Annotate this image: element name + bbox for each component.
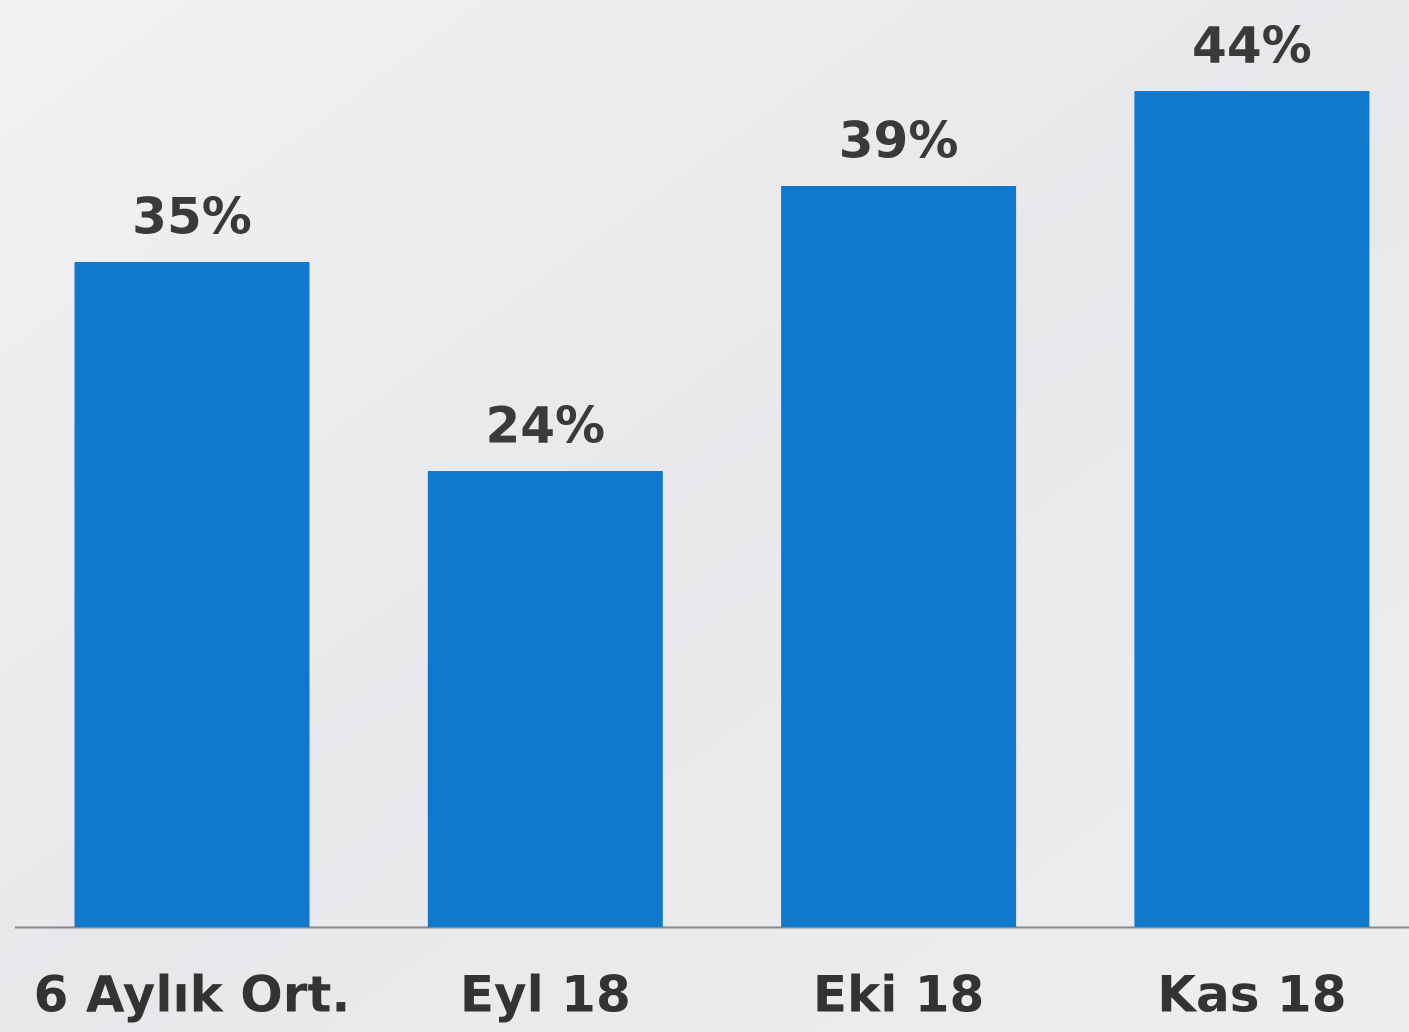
value-label: 44% [1192, 17, 1312, 75]
bar [1134, 91, 1370, 927]
x-tick-label: Eyl 18 [460, 966, 631, 1024]
x-tick-label: Kas 18 [1157, 966, 1346, 1024]
bar [74, 262, 310, 927]
bar [781, 186, 1017, 927]
x-tick-label: 6 Aylık Ort. [34, 966, 351, 1024]
value-label: 39% [839, 112, 959, 170]
x-tick-label: Eki 18 [813, 966, 985, 1024]
value-label: 24% [485, 397, 605, 455]
bar [427, 471, 663, 927]
value-label: 35% [132, 188, 252, 246]
